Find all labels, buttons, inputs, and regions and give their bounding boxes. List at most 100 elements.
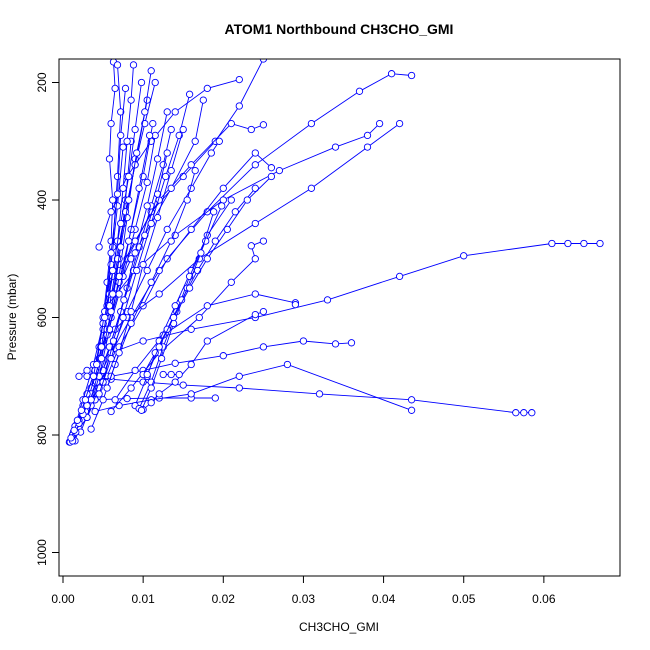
data-point [153,213,162,222]
y-tick-label: 600 [35,307,49,327]
data-point [139,260,147,269]
data-point [251,161,259,169]
data-point [203,302,211,310]
data-point [307,119,316,128]
data-point [291,300,300,309]
data-point [127,319,135,328]
data-point [119,143,127,151]
data-point [117,219,125,228]
x-axis: 0.00 0.01 0.02 0.03 0.04 0.05 0.06 [51,575,556,606]
data-point [155,290,163,298]
data-point [115,349,123,357]
x-axis-label: CH3CHO_GMI [299,620,379,634]
data-point [218,202,226,210]
data-point [131,366,139,375]
data-point [247,242,255,250]
plot-frame [58,58,621,577]
y-axis-label: Pressure (mbar) [5,274,19,361]
data-point [187,390,195,398]
data-point [363,143,372,151]
data-point [387,70,396,78]
data-point [207,149,215,157]
x-tick-label: 0.01 [131,592,155,606]
data-point [407,406,416,414]
data-point [259,343,268,351]
data-point [355,87,364,95]
data-point [187,225,195,234]
data-point [159,370,167,379]
series-17 [111,290,300,404]
data-point [129,61,138,69]
data-point [203,337,211,345]
data-point [219,196,227,204]
data-point [127,96,135,104]
data-point [113,202,122,210]
series-line [104,82,142,318]
data-point [95,390,103,398]
data-point [331,340,340,348]
series-9 [91,360,416,416]
series-line [111,340,352,377]
data-point [167,237,175,245]
data-point [93,360,101,369]
data-point [187,161,195,169]
data-point [191,137,199,145]
data-point [143,202,151,210]
data-point [163,149,171,157]
data-point [215,137,223,145]
data-point [131,249,139,257]
data-point [123,394,131,403]
data-point [363,131,372,140]
data-point [223,225,231,234]
data-point [109,266,117,275]
data-point [175,370,183,379]
data-point [167,125,175,134]
data-point [187,325,195,333]
data-point [77,406,86,414]
data-point [73,416,82,424]
data-point [145,131,154,140]
data-point [105,155,114,163]
x-tick-label: 0.02 [212,592,236,606]
data-point [119,184,127,192]
data-point [107,249,115,257]
data-point [259,237,268,245]
data-point [107,208,115,216]
data-point [251,310,259,319]
series-14 [95,75,243,251]
data-point [117,108,125,116]
data-point [149,119,157,128]
data-point [191,166,199,175]
series-line [86,158,136,418]
chart-title: ATOM1 Northbound CH3CHO_GMI [225,21,454,37]
data-point [137,78,146,87]
data-point [127,307,135,316]
data-point [75,372,83,380]
data-point [235,75,243,84]
data-point [247,125,255,134]
data-point [115,401,123,410]
data-point [183,196,191,204]
data-point [267,172,276,181]
data-point [107,407,115,416]
series-42 [109,67,155,298]
data-point [211,237,219,245]
data-point [119,313,127,322]
data-point [89,372,98,380]
data-point [123,137,131,145]
data-point [460,252,468,260]
data-point [235,102,243,110]
data-point [133,149,141,157]
data-point [155,390,163,398]
data-point [251,219,259,228]
data-point [125,172,133,181]
data-point [331,143,340,151]
data-point [143,370,151,379]
data-point [395,119,404,128]
data-point [127,384,135,392]
data-point [143,266,151,275]
series-43 [101,78,146,322]
data-point [139,337,147,345]
data-point [407,396,416,404]
data-point [147,219,155,228]
